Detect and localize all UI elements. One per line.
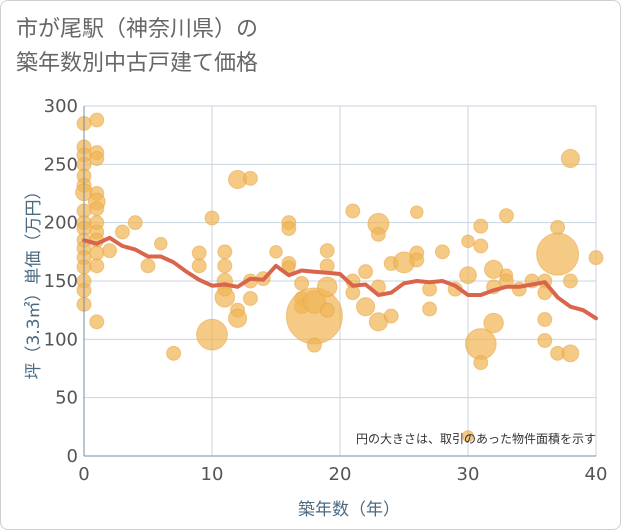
data-bubble [102,243,118,259]
data-bubble [319,302,335,318]
data-bubble [473,218,489,234]
trend-line-layer [82,235,598,321]
y-tick-label: 50 [55,388,78,409]
data-bubble [370,226,386,242]
data-bubble [560,148,581,169]
data-bubble [459,266,477,285]
data-bubble [281,221,297,236]
data-bubble [89,201,105,217]
data-bubble [306,337,322,353]
data-bubble [316,276,338,298]
chart-title: 市が尾駅（神奈川県）の 築年数別中古戸建て価格 [16,13,258,81]
axes [83,106,596,457]
data-bubble [154,236,168,251]
data-bubble [588,250,604,266]
data-bubble [345,203,361,219]
data-bubble [217,244,233,260]
data-bubble [89,314,105,330]
x-tick-label: 10 [201,464,224,485]
data-bubble [409,252,425,268]
y-tick-label: 150 [44,271,78,292]
x-axis-title: 築年数（年） [298,500,400,520]
data-bubble [356,297,376,317]
y-tick-label: 200 [44,213,78,234]
data-bubble [204,210,220,226]
data-bubble [242,291,258,306]
bubble-layer [75,112,604,443]
average-trend-line [82,235,598,321]
grid-lines [84,105,597,456]
data-bubble [498,208,514,224]
x-tick-label: 20 [329,464,352,485]
data-bubble [550,219,566,235]
y-tick-label: 300 [44,96,78,117]
data-bubble [89,112,105,128]
x-tick-label: 0 [78,464,89,485]
y-tick-label: 100 [44,329,78,350]
data-bubble [345,285,361,301]
data-bubble [422,301,438,317]
data-bubble [562,273,578,289]
data-bubble [294,275,310,291]
data-bubble [140,258,156,274]
data-bubble [536,232,580,276]
data-bubble [214,287,236,308]
y-tick-label: 0 [67,446,78,467]
data-bubble [561,344,580,363]
data-bubble [358,264,374,280]
data-bubble [191,258,207,274]
data-bubble [89,151,105,166]
data-bubble [302,290,327,314]
data-bubble [483,312,504,334]
data-bubble [89,258,105,274]
data-bubble [166,345,182,361]
data-bubble [473,355,489,371]
tick-labels: 0 50 100 150 200 250 300 0 10 20 30 40 [44,96,608,485]
data-bubble [473,238,489,254]
data-bubble [89,245,105,261]
data-bubble [537,333,553,348]
data-bubble [537,312,553,327]
data-bubble [461,430,475,443]
data-bubble [242,170,258,186]
y-axis-title: 坪（3.3㎡）単価（万円） [24,182,44,379]
data-bubble [217,258,233,274]
data-bubble [434,244,450,260]
bubble-size-note: 円の大きさは、取引のあった物件面積を示す [356,431,596,446]
data-bubble [461,234,475,249]
x-tick-label: 30 [457,464,480,485]
data-bubble [484,259,504,279]
x-tick-label: 40 [585,464,608,485]
data-bubble [464,328,497,360]
data-bubble [269,245,283,259]
data-bubble [191,245,207,261]
data-bubble [127,215,143,231]
chart-title-line2: 築年数別中古戸建て価格 [16,51,259,76]
chart-title-line1: 市が尾駅（神奈川県）の [16,17,259,42]
data-bubble [228,308,248,328]
data-bubble [319,243,335,259]
data-bubble [383,308,399,324]
data-bubble [114,224,130,240]
data-bubble [196,318,228,351]
y-tick-label: 250 [44,154,78,175]
data-bubble [422,281,438,297]
data-bubble [410,205,424,219]
